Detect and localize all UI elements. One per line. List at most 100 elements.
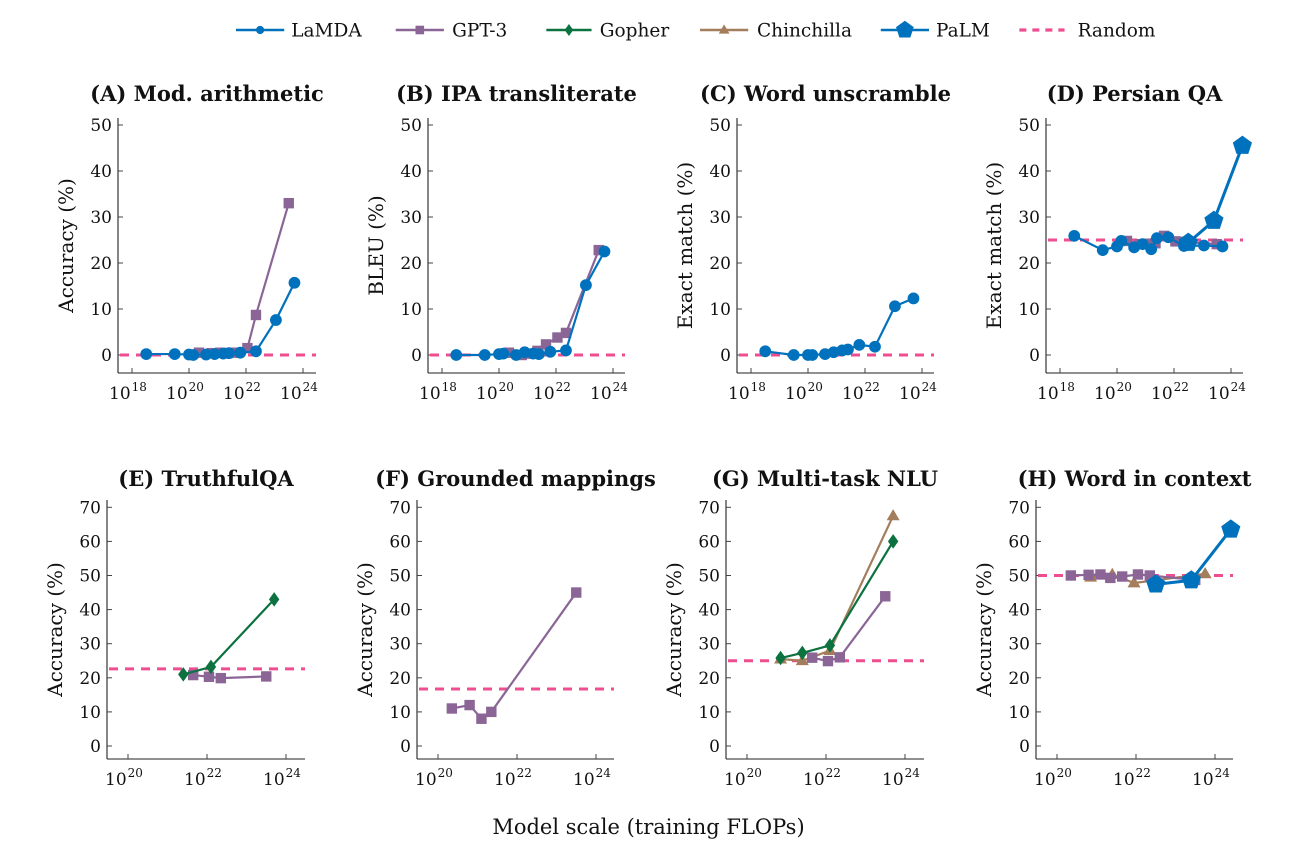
legend-item-lamda: LaMDA (236, 21, 362, 42)
data-point-diamond (797, 645, 808, 661)
data-point-square (822, 655, 834, 667)
legend-label: GPT-3 (452, 21, 507, 42)
series-line (780, 540, 895, 660)
x-tick-label: 1020 (785, 380, 823, 404)
data-point-square (540, 339, 552, 350)
y-tick-label: 60 (1008, 532, 1030, 552)
series-lamda (759, 292, 920, 361)
y-tick-label: 40 (79, 601, 101, 621)
x-tick-label: 1022 (533, 380, 571, 404)
y-tick-label: 30 (389, 635, 411, 655)
y-tick-label: 20 (90, 254, 112, 274)
y-tick-label: 20 (389, 669, 411, 689)
y-tick-label: 20 (709, 254, 731, 274)
y-tick-label: 50 (1008, 567, 1030, 587)
y-tick-label: 70 (79, 498, 101, 518)
data-point-diamond (178, 667, 189, 682)
y-tick-label: 70 (389, 498, 411, 518)
x-tick-label: 1020 (1034, 766, 1072, 790)
data-point-square (1116, 571, 1128, 582)
data-point-diamond (824, 638, 836, 653)
x-tick-label: 1024 (882, 766, 920, 790)
data-point-circle (288, 276, 301, 289)
x-tick-label: 1024 (590, 380, 628, 404)
series-chinchilla (774, 509, 900, 666)
y-tick-label: 40 (698, 601, 720, 621)
data-point-pentagon (1178, 232, 1198, 251)
data-point-triangle (1198, 567, 1212, 579)
y-axis-label: Accuracy (%) (54, 178, 78, 314)
series-gpt-3 (187, 669, 272, 684)
data-point-circle (853, 338, 866, 351)
panel-f: (F) Grounded mappings0102030405060701020… (353, 466, 656, 790)
y-tick-label: 40 (389, 601, 411, 621)
data-point-square (283, 198, 294, 209)
series-gopher (178, 592, 280, 682)
y-tick-label: 60 (79, 532, 101, 552)
data-point-square (193, 347, 205, 358)
data-point-circle (270, 314, 282, 326)
series-line (811, 595, 887, 663)
data-point-circle (598, 245, 611, 258)
legend-marker-diamond-icon (564, 23, 574, 37)
data-point-circle (234, 346, 247, 359)
y-tick-label: 50 (389, 567, 411, 587)
y-tick-label: 70 (1008, 498, 1030, 518)
legend-item-gopher: Gopher (546, 21, 669, 42)
y-tick-label: 10 (79, 703, 101, 723)
data-point-circle (907, 292, 920, 305)
y-tick-label: 0 (411, 346, 422, 366)
data-point-circle (1096, 244, 1109, 257)
x-tick-label: 1022 (223, 380, 261, 404)
data-point-circle (560, 344, 572, 357)
x-tick-label: 1024 (1208, 380, 1246, 404)
y-tick-label: 10 (389, 703, 411, 723)
series-gopher (775, 534, 899, 666)
data-point-pentagon (1221, 519, 1241, 538)
panel-title: (B) IPA transliterate (396, 81, 637, 106)
x-tick-label: 1024 (263, 766, 301, 790)
data-point-circle (1151, 232, 1163, 245)
y-tick-label: 50 (400, 116, 422, 136)
data-point-square (203, 671, 215, 682)
data-point-square (476, 713, 487, 724)
data-point-circle (544, 345, 557, 358)
y-axis-label: Accuracy (%) (43, 562, 67, 698)
data-point-circle (497, 347, 510, 360)
series-line (456, 250, 606, 357)
x-tick-label: 1024 (899, 380, 937, 404)
y-tick-label: 0 (90, 737, 101, 757)
data-point-triangle (1127, 576, 1141, 588)
y-tick-label: 40 (400, 162, 422, 182)
data-point-square (1105, 572, 1116, 584)
y-tick-label: 40 (709, 162, 731, 182)
legend-item-random: Random (1019, 21, 1156, 42)
y-tick-label: 0 (1019, 737, 1030, 757)
data-point-circle (806, 349, 819, 361)
y-tick-label: 30 (400, 208, 422, 228)
panel-title: (D) Persian QA (1047, 81, 1223, 106)
x-tick-label: 1024 (1192, 766, 1230, 790)
x-tick-label: 1024 (573, 766, 611, 790)
x-tick-label: 1022 (803, 766, 841, 790)
data-point-diamond (887, 534, 899, 549)
y-tick-label: 20 (79, 669, 101, 689)
y-tick-label: 30 (79, 635, 101, 655)
series-palm (1146, 519, 1241, 593)
legend-marker-pentagon-icon (896, 20, 914, 38)
y-tick-label: 30 (698, 635, 720, 655)
data-point-square (250, 309, 262, 321)
x-tick-label: 1018 (1037, 380, 1075, 404)
data-point-square (1211, 238, 1222, 250)
data-point-square (215, 672, 227, 684)
series-line (780, 515, 895, 662)
y-tick-label: 50 (1018, 116, 1040, 136)
y-tick-label: 20 (1018, 254, 1040, 274)
y-tick-label: 40 (90, 162, 112, 182)
legend-label: Gopher (600, 21, 670, 42)
data-point-square (1132, 569, 1144, 580)
